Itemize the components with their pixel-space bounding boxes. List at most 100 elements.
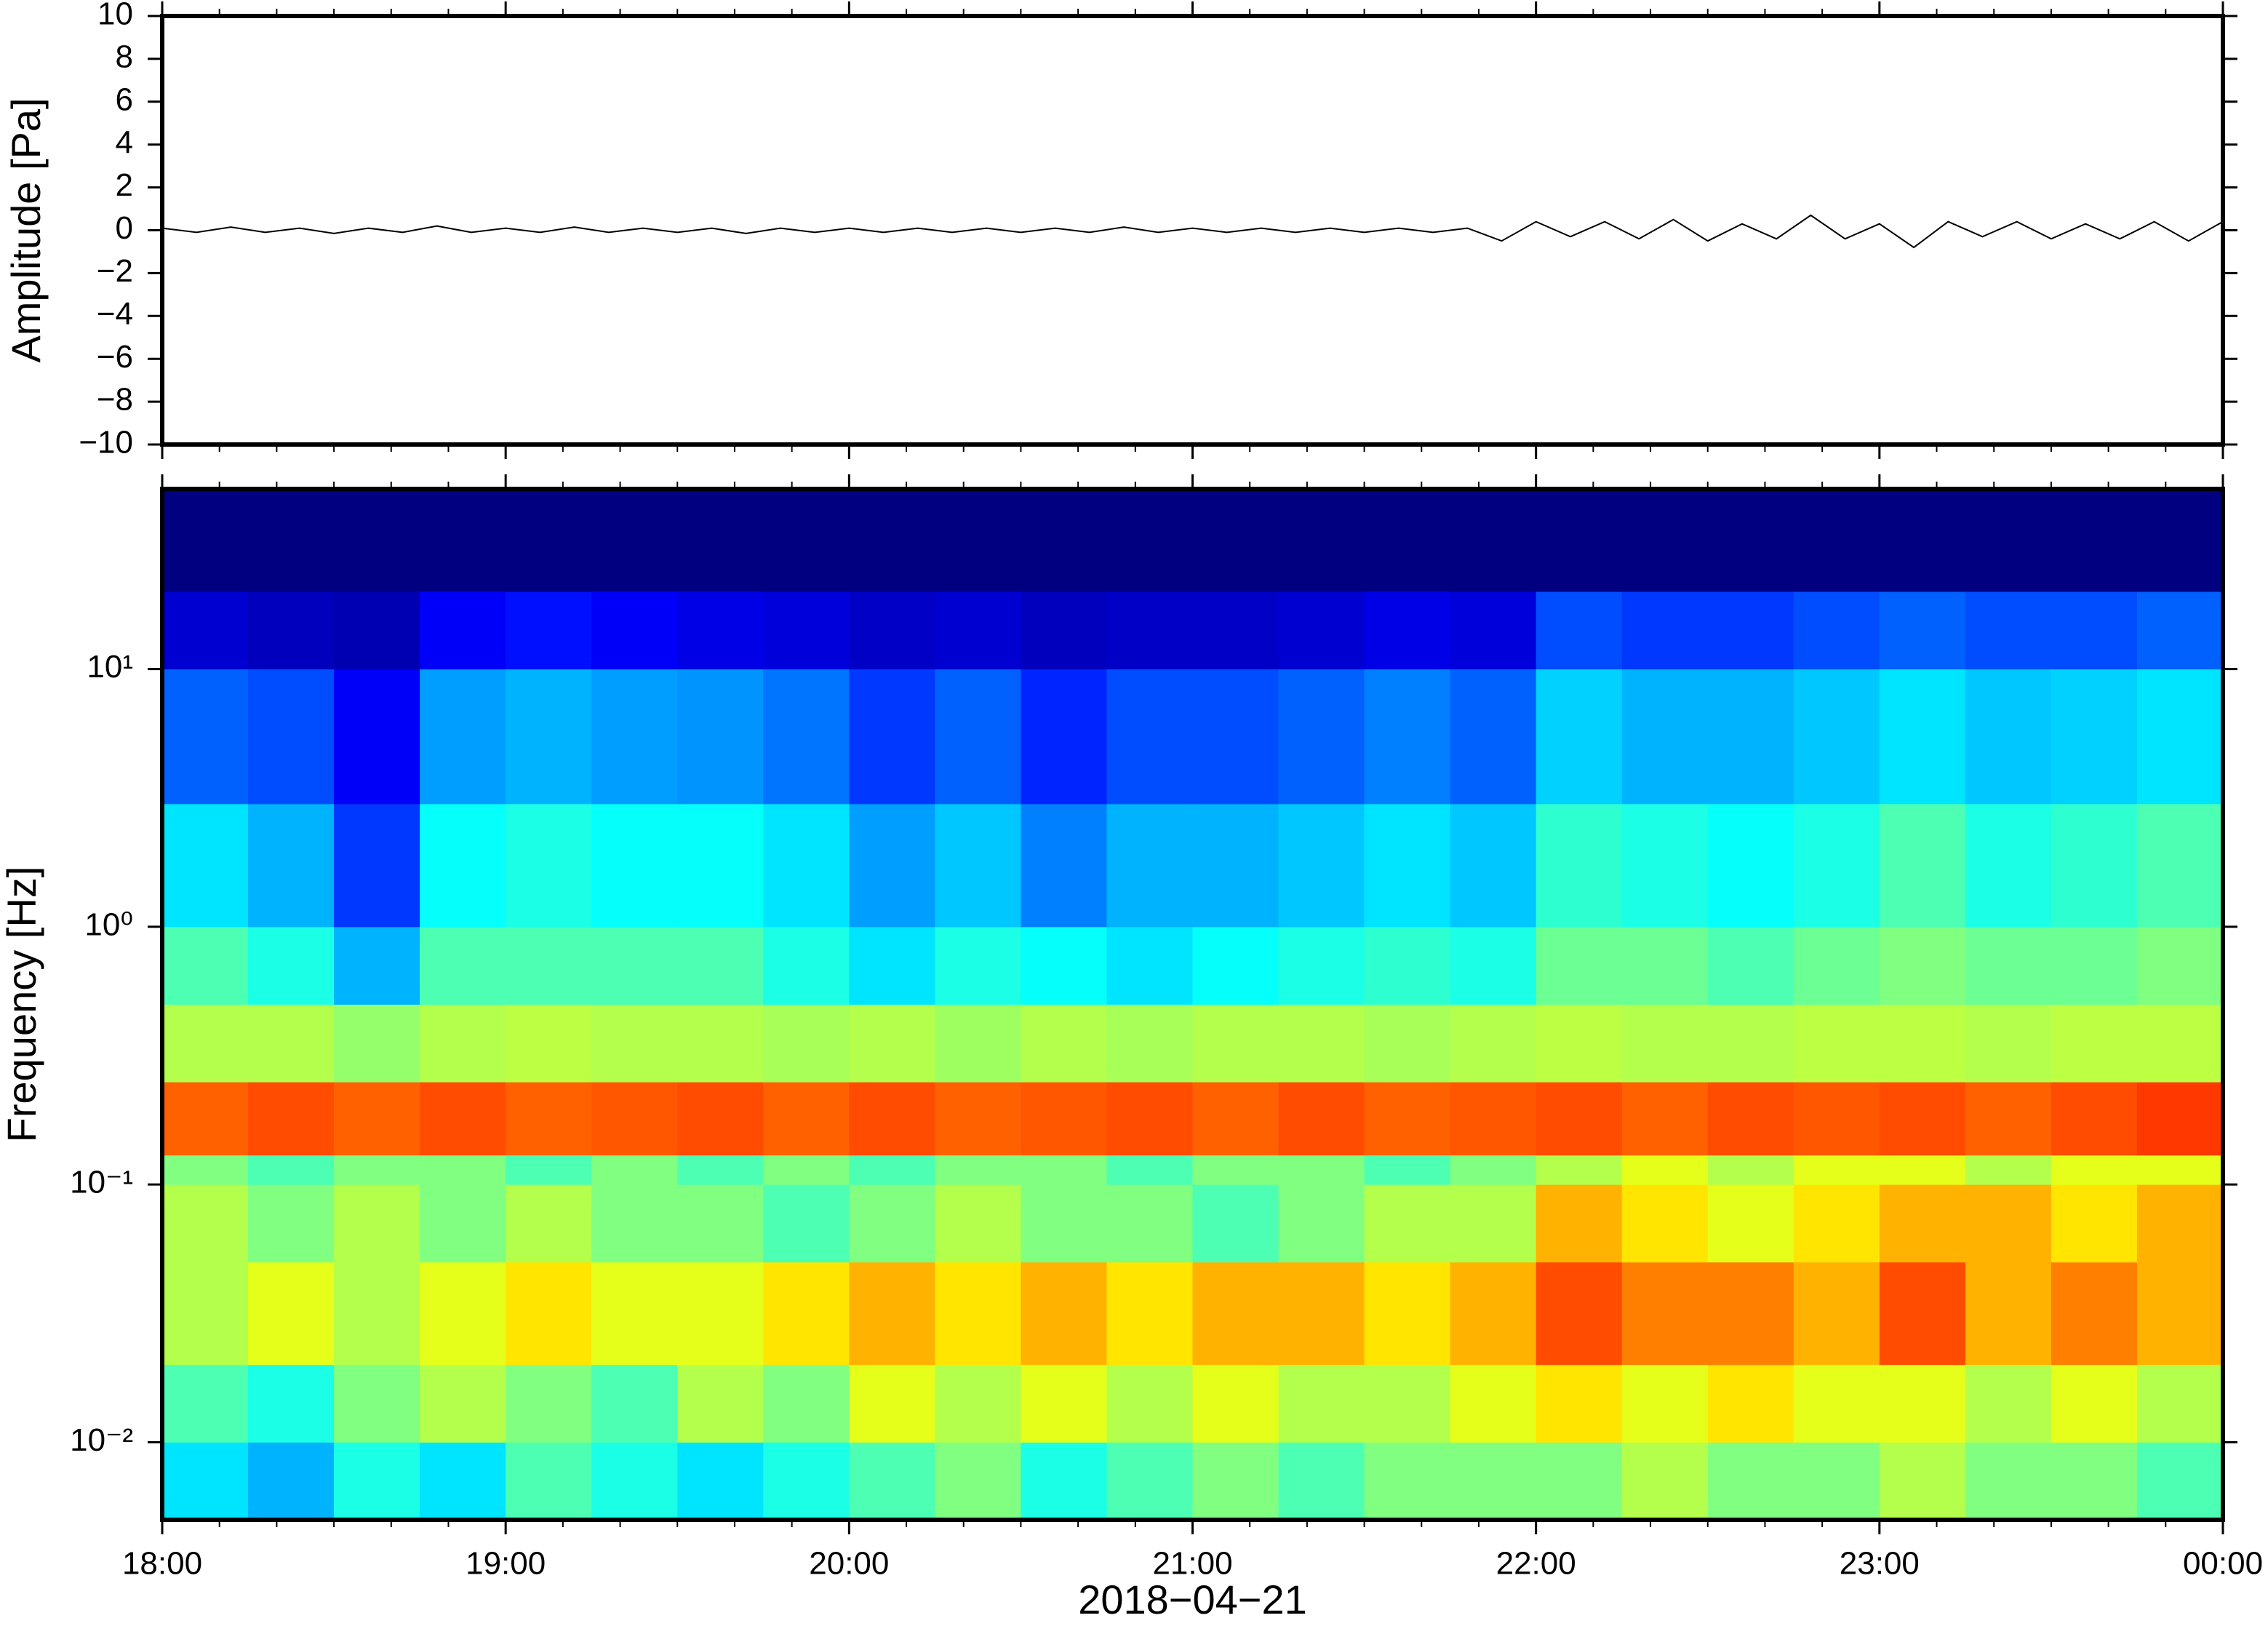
heatmap-cell	[1621, 591, 1709, 670]
heatmap-cell	[334, 669, 420, 805]
heatmap-cell	[1536, 1082, 1623, 1156]
heatmap-cell	[1192, 803, 1279, 928]
x-tick-label: 18:00	[122, 1546, 202, 1582]
heatmap-cell	[591, 1184, 678, 1263]
heatmap-cell	[1364, 1184, 1451, 1263]
heatmap-cell	[1793, 1155, 1880, 1185]
y-tick-label: −10	[79, 425, 133, 461]
heatmap-cell	[1879, 1442, 1966, 1521]
heatmap-cell	[591, 1442, 678, 1521]
heatmap-cell	[420, 1364, 506, 1443]
heatmap-cell	[334, 1004, 420, 1083]
heatmap-cell	[2051, 1155, 2138, 1185]
heatmap-cell	[1106, 1004, 1193, 1083]
heatmap-cell	[1021, 669, 1107, 805]
heatmap-cell	[1793, 1004, 1880, 1083]
heatmap-cell	[849, 1155, 935, 1185]
heatmap-cell	[248, 1155, 335, 1185]
plot-frame	[160, 14, 2225, 447]
heatmap-cell	[1536, 489, 1623, 592]
heatmap-cell	[591, 926, 678, 1005]
heatmap-cell	[420, 1155, 506, 1185]
x-tick-label: 00:00	[2183, 1546, 2263, 1582]
y-tick-label: −4	[97, 296, 133, 332]
heatmap-cell	[1021, 1442, 1107, 1521]
heatmap-cell	[1965, 926, 2052, 1005]
heatmap-cell	[506, 926, 592, 1005]
heatmap-cell	[1021, 1004, 1107, 1083]
y-tick-label: 4	[116, 124, 133, 160]
heatmap-cell	[1278, 1184, 1365, 1263]
heatmap-cell	[1021, 1262, 1107, 1366]
x-axis-label: 2018−04−21	[1078, 1577, 1307, 1622]
heatmap-cell	[935, 926, 1021, 1005]
heatmap-cell	[1192, 1262, 1279, 1366]
heatmap-cell	[420, 669, 506, 805]
heatmap-cell	[1192, 1442, 1279, 1521]
heatmap-cell	[1536, 1364, 1623, 1443]
heatmap-cell	[506, 1262, 592, 1366]
heatmap-cell	[849, 803, 935, 928]
heatmap-cell	[935, 591, 1021, 670]
heatmap-cell	[591, 1364, 678, 1443]
y-tick-label: 10⁰	[84, 906, 133, 942]
heatmap-cell	[1192, 1082, 1279, 1156]
heatmap-cell	[248, 1004, 335, 1083]
heatmap-cell	[420, 591, 506, 670]
heatmap-cell	[935, 1082, 1021, 1156]
heatmap-cell	[506, 489, 592, 592]
heatmap-cell	[162, 1004, 249, 1083]
heatmap-cell	[1793, 926, 1880, 1005]
heatmap-cell	[248, 1184, 335, 1263]
heatmap-cell	[1536, 591, 1623, 670]
heatmap-cell	[1621, 1082, 1709, 1156]
heatmap-cell	[1364, 489, 1451, 592]
heatmap-cell	[849, 926, 935, 1005]
heatmap-cell	[334, 489, 420, 592]
heatmap-cell	[2051, 1262, 2138, 1366]
y-axis-label: Amplitude [Pa]	[3, 97, 49, 362]
heatmap-cell	[763, 489, 850, 592]
heatmap-cell	[1536, 1262, 1623, 1366]
heatmap-cell	[1021, 591, 1107, 670]
heatmap-cell	[1793, 803, 1880, 928]
heatmap	[162, 489, 2224, 1521]
heatmap-cell	[1364, 926, 1451, 1005]
heatmap-cell	[1965, 803, 2052, 928]
y-tick-label: −6	[97, 339, 133, 375]
heatmap-cell	[1106, 591, 1193, 670]
heatmap-cell	[1364, 591, 1451, 670]
heatmap-cell	[248, 1082, 335, 1156]
heatmap-cell	[1793, 489, 1880, 592]
heatmap-cell	[1965, 1442, 2052, 1521]
heatmap-cell	[1965, 1004, 2052, 1083]
heatmap-cell	[2051, 1184, 2138, 1263]
plot-frame	[160, 487, 2225, 1522]
heatmap-cell	[1278, 1262, 1365, 1366]
heatmap-cell	[1965, 489, 2052, 592]
heatmap-cell	[935, 1364, 1021, 1443]
heatmap-cell	[1707, 1364, 1794, 1443]
heatmap-cell	[1965, 1082, 2052, 1156]
heatmap-cell	[763, 591, 850, 670]
heatmap-cell	[591, 1155, 678, 1185]
heatmap-cell	[1192, 1004, 1279, 1083]
heatmap-cell	[763, 1442, 850, 1521]
heatmap-cell	[677, 1262, 764, 1366]
heatmap-cell	[506, 1442, 592, 1521]
y-tick-label: 8	[116, 39, 133, 75]
heatmap-cell	[1621, 1184, 1709, 1263]
heatmap-cell	[420, 1004, 506, 1083]
heatmap-cell	[1278, 669, 1365, 805]
heatmap-cell	[1879, 1184, 1966, 1263]
heatmap-cell	[248, 803, 335, 928]
heatmap-cell	[420, 1442, 506, 1521]
heatmap-cell	[1021, 1082, 1107, 1156]
heatmap-cell	[1278, 489, 1365, 592]
heatmap-cell	[2136, 1184, 2224, 1263]
heatmap-cell	[1106, 669, 1193, 805]
heatmap-cell	[1621, 489, 1709, 592]
heatmap-cell	[849, 1442, 935, 1521]
heatmap-cell	[506, 669, 592, 805]
heatmap-cell	[420, 489, 506, 592]
